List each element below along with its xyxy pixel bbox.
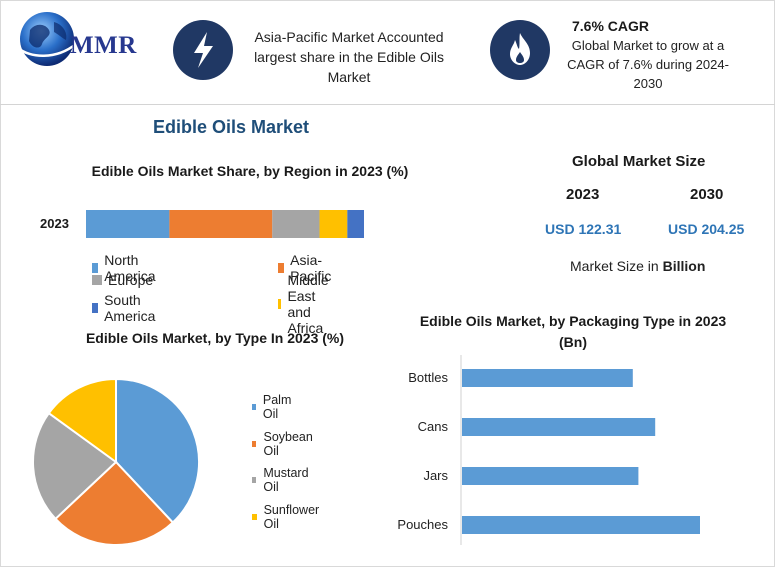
packaging-bar-chart [460, 355, 700, 545]
unit-note-bold: Billion [662, 258, 706, 274]
pie-slice-sunflower-oil [47, 377, 117, 464]
year-2023-label: 2023 [566, 186, 600, 203]
cagr-text: Global Market to grow at a CAGR of 7.6% … [567, 38, 729, 91]
header-divider [0, 104, 775, 105]
pie-slice-soybean-oil [54, 460, 175, 546]
legend-label: Palm Oil [262, 393, 292, 421]
logo: MMR [10, 6, 160, 68]
legend-swatch [92, 303, 99, 313]
lightning-icon-circle [173, 20, 233, 80]
legend-label: Europe [108, 272, 154, 288]
legend-label: Soybean Oil [263, 429, 313, 458]
legend-label: North America [104, 252, 156, 284]
pie-legend-soybean-oil: Soybean Oil [252, 430, 314, 458]
legend-swatch [278, 263, 285, 273]
region-segment-asia-pacific [169, 210, 273, 238]
type-pie-chart [32, 377, 200, 546]
region-stacked-bar [86, 210, 364, 238]
pie-slice-mustard-oil [32, 411, 118, 521]
legend-asia-pacific: Asia-Pacific [278, 252, 335, 284]
legend-label: South America [104, 292, 156, 324]
global-market-title: Global Market Size [572, 153, 706, 170]
legend-swatch [92, 263, 99, 273]
packaging-bar-bottles [462, 369, 633, 387]
legend-swatch [252, 513, 257, 520]
value-2023: USD 122.31 [545, 221, 622, 237]
unit-note-prefix: Market Size in [570, 258, 663, 274]
globe-icon [17, 12, 77, 66]
type-chart-title: Edible Oils Market, by Type In 2023 (%) [85, 330, 345, 346]
legend-swatch [278, 299, 282, 309]
legend-north-america: North America [92, 252, 159, 284]
legend-label: Sunflower Oil [263, 502, 320, 531]
pie-slice-palm-oil [115, 377, 200, 524]
region-segment-north-america [86, 210, 170, 238]
legend-swatch [252, 477, 257, 483]
pie-legend-sunflower-oil: Sunflower Oil [252, 503, 321, 531]
legend-middle-east-and-africa: Middle East and Africa [278, 272, 335, 336]
pie-legend-mustard-oil: Mustard Oil [252, 466, 310, 494]
flame-icon [510, 33, 530, 65]
packaging-label-bottles: Bottles [408, 370, 448, 385]
region-segment-south-america [347, 210, 364, 238]
region-segment-europe [272, 210, 320, 238]
legend-europe: Europe [92, 272, 153, 288]
lightning-icon [194, 32, 213, 68]
legend-label: Asia-Pacific [290, 252, 332, 284]
legend-swatch [92, 275, 102, 285]
region-chart-title: Edible Oils Market Share, by Region in 2… [91, 163, 409, 179]
packaging-chart-title: Edible Oils Market, by Packaging Type in… [419, 313, 727, 350]
legend-label: Mustard Oil [263, 466, 309, 494]
legend-label: Middle East and Africa [287, 272, 329, 336]
legend-south-america: South America [92, 292, 159, 324]
packaging-bar-pouches [462, 516, 700, 534]
packaging-label-pouches: Pouches [397, 517, 448, 532]
region-share-text: Asia-Pacific Market Accounted largest sh… [254, 29, 444, 85]
year-2030-label: 2030 [690, 186, 724, 203]
packaging-bar-cans [462, 418, 656, 436]
region-segment-middle-east-and-africa [319, 210, 348, 238]
cagr-title: 7.6% CAGR [572, 18, 650, 34]
value-2030: USD 204.25 [668, 221, 745, 237]
market-size-unit-note: Market Size in Billion [570, 258, 705, 274]
pie-legend-palm-oil: Palm Oil [252, 393, 293, 421]
main-title: Edible Oils Market [153, 117, 310, 137]
packaging-label-jars: Jars [423, 468, 448, 483]
packaging-label-cans: Cans [417, 419, 448, 434]
legend-swatch [252, 440, 257, 447]
logo-text: MMR [70, 32, 137, 59]
region-category-label: 2023 [40, 216, 69, 231]
legend-swatch [252, 404, 256, 410]
packaging-bar-jars [462, 467, 639, 485]
flame-icon-circle [490, 20, 550, 80]
